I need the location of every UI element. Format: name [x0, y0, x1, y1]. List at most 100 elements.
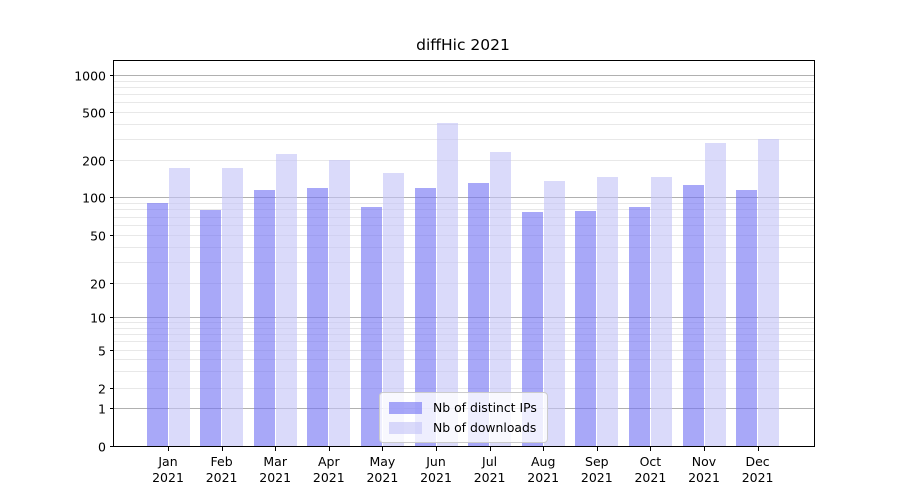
x-tick-mark [382, 447, 384, 451]
x-tick-mark [757, 447, 759, 451]
y-tick-mark [110, 388, 114, 389]
bar-downloads-may [382, 173, 404, 446]
x-tick-label: Jun 2021 [420, 454, 452, 486]
bar-distinct-ips-aug [521, 212, 543, 446]
x-tick-label: Sep 2021 [581, 454, 613, 486]
gridline-minor [114, 327, 814, 329]
legend-label-downloads: Nb of downloads [433, 420, 537, 435]
x-tick-mark [543, 447, 545, 451]
x-tick-label: Nov 2021 [688, 454, 720, 486]
y-tick-mark [110, 408, 114, 409]
y-tick-label: 2 [98, 381, 106, 396]
y-tick-mark [110, 317, 114, 318]
x-tick-year: 2021 [741, 470, 774, 485]
gridline-minor [114, 86, 814, 88]
x-tick-mark [704, 447, 705, 451]
legend-item-distinct-ips: Nb of distinct IPs [389, 400, 537, 415]
bar-downloads-dec [758, 138, 780, 446]
y-tick-label: 50 [90, 228, 106, 243]
gridline-minor [114, 202, 814, 204]
x-tick-month: Dec [745, 454, 770, 469]
y-tick-mark [110, 235, 114, 236]
gridline-minor [114, 341, 814, 343]
bar-downloads-feb [222, 168, 244, 446]
x-tick-label: Dec 2021 [742, 454, 774, 486]
x-tick-mark [650, 447, 652, 451]
x-tick-month: Jul [482, 454, 498, 469]
bar-downloads-apr [329, 160, 351, 446]
bar-distinct-ips-may [360, 206, 382, 446]
x-tick-mark [328, 447, 330, 451]
y-tick-mark [110, 446, 114, 447]
x-tick-month: May [369, 454, 396, 469]
y-tick-mark [110, 75, 114, 76]
x-tick-label: Oct 2021 [634, 454, 666, 486]
gridline-minor [114, 261, 814, 263]
y-tick-label: 5 [98, 343, 106, 358]
bar-distinct-ips-dec [736, 189, 758, 446]
gridline-minor [114, 246, 814, 248]
y-tick-label: 0 [98, 439, 106, 454]
bar-distinct-ips-sep [575, 210, 597, 446]
x-tick-mark [168, 447, 169, 451]
x-tick-year: 2021 [259, 470, 292, 485]
gridline-major [114, 317, 814, 318]
y-tick-label: 20 [90, 276, 106, 291]
y-tick-mark [110, 112, 114, 113]
bar-downloads-jul [490, 151, 512, 446]
x-tick-year: 2021 [152, 470, 184, 485]
gridline-minor [114, 388, 814, 389]
x-tick-month: Aug [530, 454, 556, 469]
gridline-minor [114, 112, 814, 113]
gridline-major [114, 75, 814, 76]
gridline-minor [114, 283, 814, 284]
x-tick-mark [436, 447, 437, 451]
y-tick-mark [110, 283, 114, 284]
x-tick-month: Jun [426, 454, 446, 469]
y-tick-mark [110, 350, 114, 351]
y-tick-mark [110, 160, 114, 161]
gridline-minor [114, 350, 814, 351]
y-tick-label: 10 [90, 310, 106, 325]
legend-swatch-distinct-ips [389, 401, 422, 414]
x-tick-label: Jan 2021 [152, 454, 184, 486]
x-tick-year: 2021 [205, 470, 238, 485]
bar-downloads-oct [650, 176, 672, 446]
bar-distinct-ips-nov [682, 185, 704, 446]
legend: Nb of distinct IPs Nb of downloads [379, 392, 548, 443]
y-tick-label: 100 [82, 190, 106, 205]
x-tick-month: Apr [317, 454, 340, 469]
x-tick-mark [275, 447, 277, 451]
x-tick-mark [489, 447, 491, 451]
x-tick-label: May 2021 [366, 454, 398, 486]
x-tick-year: 2021 [420, 470, 452, 485]
x-tick-year: 2021 [366, 470, 399, 485]
bar-distinct-ips-mar [253, 190, 275, 446]
gridline-minor [114, 94, 814, 96]
gridline-minor [114, 216, 814, 218]
y-tick-label: 1 [98, 401, 106, 416]
gridline-minor [114, 235, 814, 236]
x-tick-label: Jul 2021 [474, 454, 506, 486]
y-tick-mark [110, 197, 114, 198]
x-tick-month: Oct [639, 454, 662, 469]
gridline-minor [114, 209, 814, 211]
x-tick-year: 2021 [527, 470, 560, 485]
gridline-minor [114, 371, 814, 373]
bar-distinct-ips-jun [414, 188, 436, 446]
y-tick-label: 200 [82, 153, 106, 168]
y-tick-label: 500 [82, 105, 106, 120]
x-tick-label: Mar 2021 [259, 454, 291, 486]
bar-distinct-ips-jul [468, 183, 490, 446]
bar-distinct-ips-apr [307, 188, 329, 446]
y-tick-label: 1000 [74, 68, 106, 83]
x-tick-month: Jan [158, 454, 178, 469]
x-tick-year: 2021 [634, 470, 667, 485]
x-tick-label: Feb 2021 [206, 454, 238, 486]
gridline-minor [114, 102, 814, 104]
x-tick-mark [221, 447, 223, 451]
bar-downloads-aug [543, 180, 565, 446]
legend-label-distinct-ips: Nb of distinct IPs [433, 400, 537, 415]
gridline-minor [114, 160, 814, 161]
